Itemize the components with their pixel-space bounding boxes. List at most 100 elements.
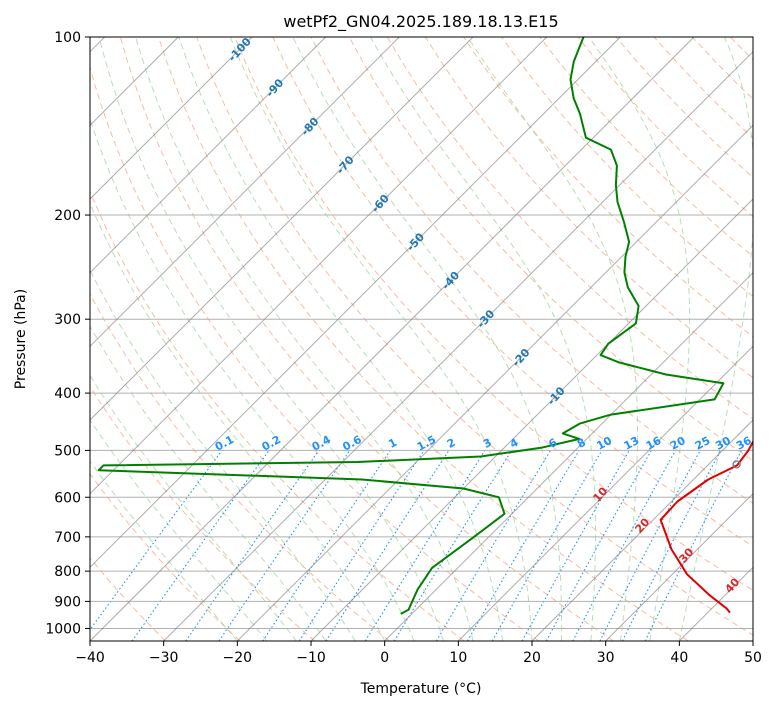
moist-adiabat bbox=[90, 325, 327, 641]
x-tick-label: 40 bbox=[670, 650, 688, 666]
x-tick-label: −40 bbox=[75, 650, 105, 666]
x-tick-label: −10 bbox=[296, 650, 326, 666]
isotherm bbox=[531, 419, 753, 641]
moist-adiabat bbox=[178, 37, 503, 641]
dry-adiabat bbox=[90, 385, 316, 641]
x-axis-ticks: −40 −30 −20 −10 0 10 20 30 40 50 bbox=[75, 641, 762, 666]
dry-adiabats bbox=[90, 37, 775, 641]
pressure-gridlines bbox=[90, 37, 753, 629]
dry-adiabat bbox=[386, 37, 753, 420]
moist-adiabat bbox=[90, 117, 415, 641]
x-tick-label: −20 bbox=[223, 650, 253, 666]
dry-adiabat bbox=[90, 65, 540, 641]
isotherm bbox=[90, 37, 621, 569]
y-tick-label: 300 bbox=[54, 312, 81, 328]
plot-frame bbox=[89, 36, 754, 642]
y-tick-label: 100 bbox=[54, 30, 81, 46]
mixing-ratio-label: 30 bbox=[713, 434, 733, 453]
x-tick-label: 50 bbox=[744, 650, 762, 666]
dewpoint-profile bbox=[97, 37, 725, 615]
y-tick-label: 400 bbox=[54, 386, 81, 402]
mixing-ratio-line bbox=[572, 450, 676, 641]
moist-adiabat bbox=[135, 37, 474, 641]
moist-adiabat bbox=[90, 268, 356, 641]
profile-series bbox=[97, 37, 753, 615]
mixing-ratio-line bbox=[185, 450, 320, 641]
mixing-ratio-line bbox=[621, 450, 722, 641]
mixing-ratio-line bbox=[325, 450, 450, 641]
y-axis-label: Pressure (hPa) bbox=[13, 289, 29, 389]
plot-background bbox=[90, 37, 753, 641]
dry-adiabat bbox=[463, 37, 753, 338]
isotherm bbox=[163, 50, 753, 641]
dry-adiabat bbox=[272, 37, 753, 547]
dry-adiabat bbox=[158, 37, 689, 641]
mixing-ratio-label: 13 bbox=[622, 434, 642, 453]
moist-adiabat bbox=[90, 202, 386, 641]
plot-area: 0.1 0.2 0.4 0.6 1 1.5 2 3 4 6 8 10 13 16 20 25 30 36-100-… bbox=[90, 37, 775, 641]
lcl-marker bbox=[732, 460, 741, 469]
x-tick-label: 10 bbox=[449, 650, 467, 666]
dry-adiabat bbox=[424, 37, 753, 379]
mixing-ratio-line bbox=[218, 450, 351, 641]
mixing-ratio-label: 36 bbox=[734, 434, 754, 453]
mixing-ratio-line bbox=[644, 450, 742, 641]
dry-adiabat bbox=[310, 37, 753, 504]
isotherm bbox=[90, 37, 695, 641]
chart-title: wetPf2_GN04.2025.189.18.13.E15 bbox=[283, 12, 558, 32]
moist-adiabat bbox=[467, 37, 638, 641]
moist-adiabat bbox=[588, 37, 691, 641]
moist-adiabat bbox=[370, 37, 597, 641]
dry-adiabat bbox=[119, 37, 614, 641]
mixing-ratio-label: 10 bbox=[594, 434, 614, 453]
mixing-ratio-line bbox=[90, 450, 223, 631]
moist-adiabats bbox=[90, 37, 753, 641]
mixing-ratio-label: 25 bbox=[693, 434, 713, 453]
isotherms bbox=[90, 37, 753, 641]
moist-adiabat bbox=[292, 37, 563, 641]
mixing-ratio-line bbox=[545, 450, 652, 641]
y-tick-label: 500 bbox=[54, 443, 81, 459]
mixing-ratio-line bbox=[298, 450, 425, 641]
y-axis-ticks: 100 200 300 400 500 600 700 800 900 1000 bbox=[45, 30, 90, 637]
x-tick-label: −30 bbox=[149, 650, 179, 666]
dry-adiabat bbox=[90, 190, 465, 641]
isotherm bbox=[90, 37, 400, 348]
moist-adiabat bbox=[90, 460, 238, 641]
moist-adiabat bbox=[90, 419, 268, 641]
dry-adiabat bbox=[90, 292, 390, 641]
y-tick-label: 800 bbox=[54, 564, 81, 580]
x-tick-label: 0 bbox=[380, 650, 389, 666]
isotherm bbox=[90, 37, 327, 274]
dry-adiabat bbox=[348, 37, 753, 462]
mixing-ratio-label: 20 bbox=[668, 434, 688, 453]
y-tick-label: 600 bbox=[54, 490, 81, 506]
y-tick-label: 200 bbox=[54, 208, 81, 224]
y-tick-label: 1000 bbox=[45, 621, 81, 637]
x-tick-label: 30 bbox=[597, 650, 615, 666]
isotherm bbox=[457, 345, 753, 641]
y-tick-label: 700 bbox=[54, 530, 81, 546]
moist-adiabat bbox=[90, 374, 297, 641]
isotherm bbox=[752, 640, 753, 641]
y-tick-label: 900 bbox=[54, 594, 81, 610]
dry-adiabat bbox=[90, 472, 241, 641]
dry-adiabat bbox=[501, 37, 753, 298]
isotherm bbox=[310, 198, 753, 641]
moist-adiabat bbox=[678, 37, 753, 641]
isotherm bbox=[90, 37, 253, 200]
isotherm bbox=[90, 37, 548, 495]
mixing-ratio-line bbox=[521, 450, 630, 641]
isotherm bbox=[236, 124, 753, 641]
moist-adiabat bbox=[98, 37, 445, 641]
isotherm bbox=[90, 37, 474, 421]
dry-adiabat bbox=[769, 37, 775, 641]
mixing-ratio-line bbox=[262, 450, 391, 641]
temperature-profile bbox=[659, 439, 753, 614]
x-axis-label: Temperature (°C) bbox=[360, 681, 482, 697]
mixing-ratio-label: 16 bbox=[644, 434, 664, 453]
isotherm bbox=[384, 271, 753, 641]
x-tick-label: 20 bbox=[523, 650, 541, 666]
moist-adiabat bbox=[229, 37, 533, 641]
